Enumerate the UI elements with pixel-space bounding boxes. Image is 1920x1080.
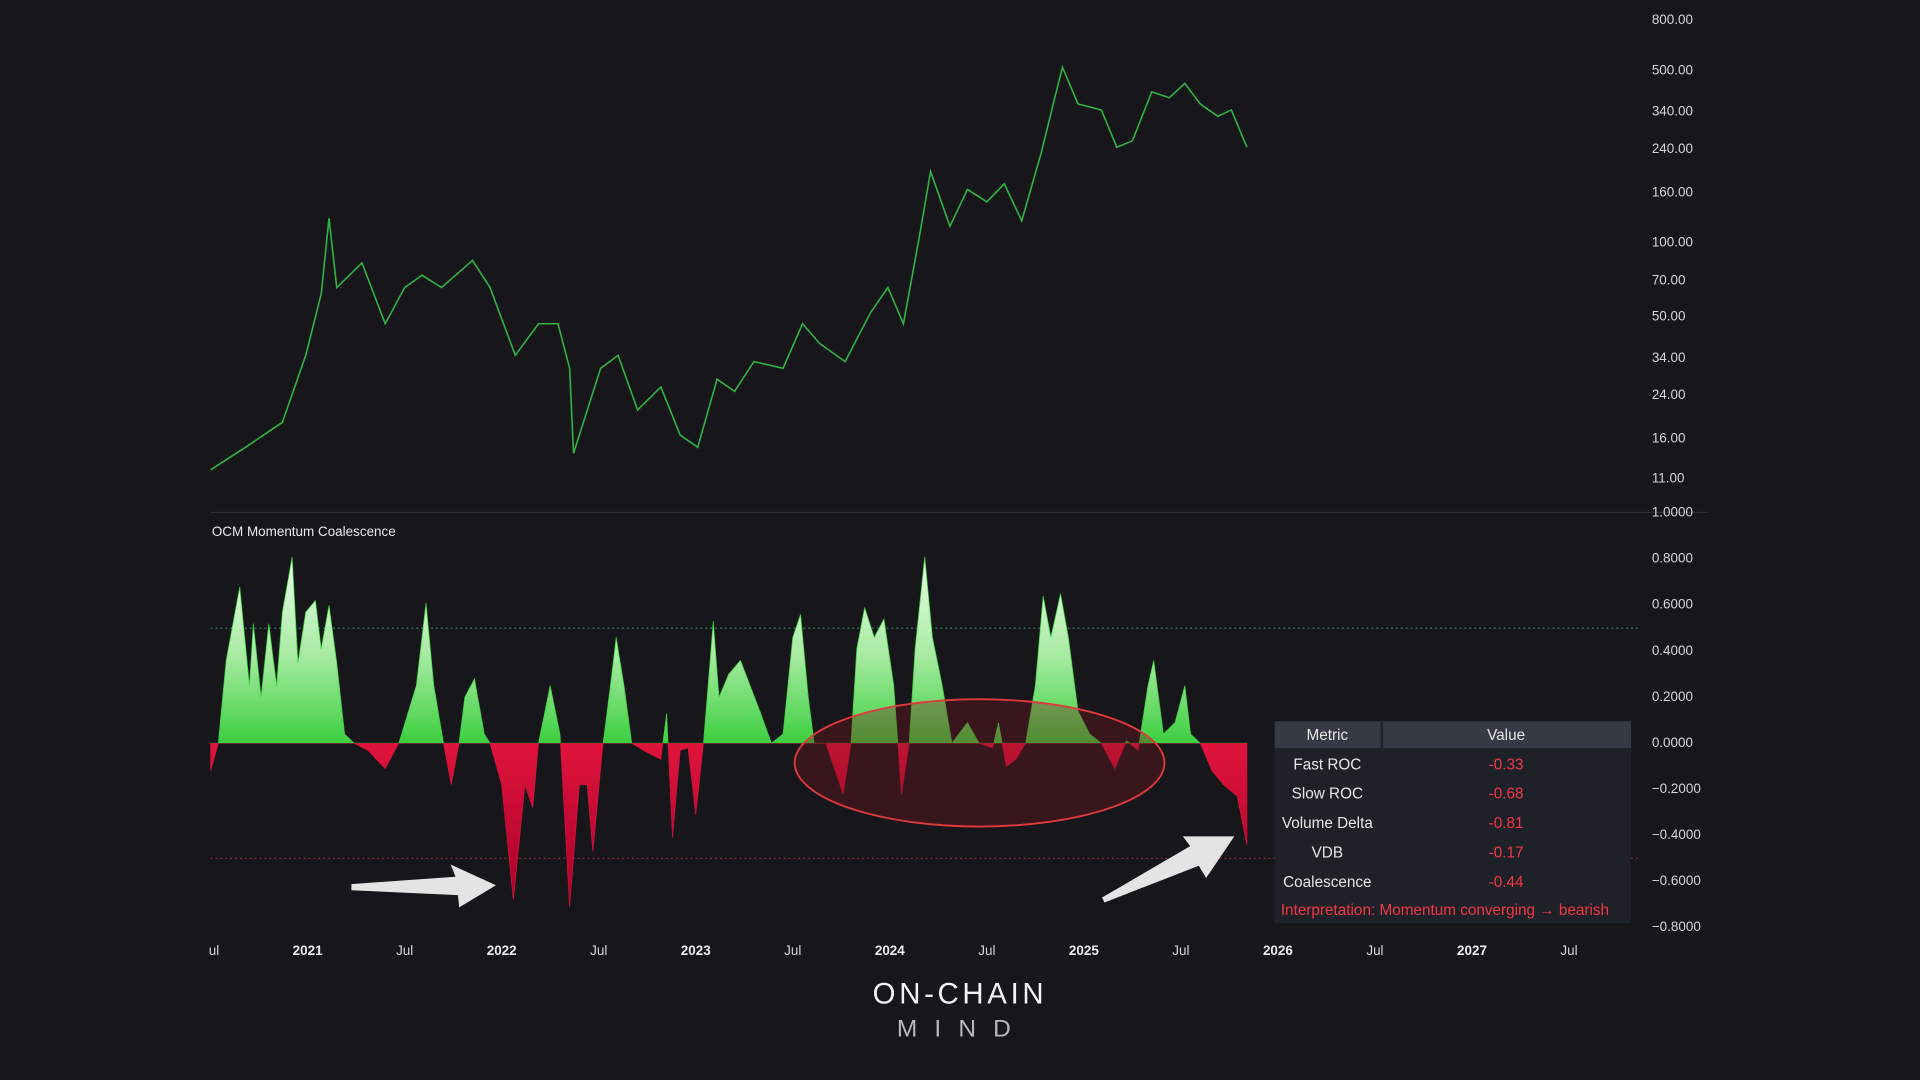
x-tick-label: Jul	[784, 943, 801, 958]
x-tick-label: 2027	[1457, 943, 1487, 958]
arrow	[1102, 836, 1235, 903]
y-tick-label: 0.2000	[1652, 689, 1693, 704]
y-tick-label: 0.8000	[1652, 551, 1693, 566]
x-tick-label: Jul	[1366, 943, 1383, 958]
logo-line1: ON-CHAIN	[873, 977, 1048, 1010]
metrics-table: Metric Value Fast ROC -0.33 Slow ROC -0.68 Vol…	[1274, 721, 1632, 924]
y-tick-label: 34.00	[1652, 350, 1686, 365]
x-tick-label: 2025	[1069, 943, 1099, 958]
table-note: Interpretation: Momentum converging → be…	[1281, 902, 1609, 919]
table-cell: Slow ROC	[1292, 786, 1363, 803]
x-tick-label: 2022	[487, 943, 517, 958]
price-line	[210, 64, 1248, 471]
y-tick-label: −0.4000	[1652, 827, 1701, 842]
table-cell: -0.44	[1489, 874, 1524, 891]
x-tick-label: 2024	[875, 943, 905, 958]
y-tick-label: 16.00	[1652, 431, 1686, 446]
y-tick-label: 24.00	[1652, 387, 1686, 402]
y-tick-label: 800.00	[1652, 12, 1693, 27]
table-background	[1274, 721, 1632, 924]
y-tick-label: 1.0000	[1652, 505, 1693, 520]
y-tick-label: −0.6000	[1652, 873, 1701, 888]
y-tick-label: 100.00	[1652, 235, 1693, 250]
x-tick-label: Jul	[1172, 943, 1189, 958]
x-tick-label: Jul	[1560, 943, 1577, 958]
table-cell: -0.68	[1489, 786, 1524, 803]
y-tick-label: 50.00	[1652, 309, 1686, 324]
y-tick-label: 240.00	[1652, 141, 1693, 156]
table-cell: VDB	[1312, 845, 1343, 862]
highlight-ellipse	[793, 698, 1166, 828]
table-cell: -0.81	[1489, 815, 1524, 832]
table-header-background	[1274, 721, 1632, 749]
y-tick-label: −0.8000	[1652, 919, 1701, 934]
y-tick-label: 70.00	[1652, 273, 1686, 288]
x-tick-label: Jul	[590, 943, 607, 958]
table-header-cell: Value	[1487, 727, 1525, 744]
y-tick-label: 160.00	[1652, 184, 1693, 199]
arrow	[351, 864, 496, 908]
x-tick-label: Jul	[202, 943, 219, 958]
table-cell: -0.17	[1489, 845, 1524, 862]
logo-line2: MIND	[897, 1015, 1028, 1042]
table-cell: -0.33	[1489, 756, 1524, 773]
table-cell: Fast ROC	[1293, 756, 1361, 773]
table-header-cell: Metric	[1307, 727, 1349, 744]
y-tick-label: 0.6000	[1652, 597, 1693, 612]
positive-area	[210, 556, 1248, 744]
indicator-title: OCM Momentum Coalescence	[212, 524, 396, 539]
x-tick-label: 2023	[681, 943, 711, 958]
y-tick-label: −0.2000	[1652, 781, 1701, 796]
y-tick-label: 0.4000	[1652, 643, 1693, 658]
y-tick-label: 0.0000	[1652, 735, 1693, 750]
table-cell: Volume Delta	[1282, 815, 1373, 832]
y-tick-label: 340.00	[1652, 104, 1693, 119]
x-tick-label: 2026	[1263, 943, 1293, 958]
table-cell: Coalescence	[1283, 874, 1371, 891]
y-tick-label: 11.00	[1652, 471, 1685, 486]
x-tick-label: 2021	[293, 943, 323, 958]
x-tick-label: Jul	[978, 943, 995, 958]
x-tick-label: Jul	[396, 943, 413, 958]
y-tick-label: 500.00	[1652, 62, 1693, 77]
